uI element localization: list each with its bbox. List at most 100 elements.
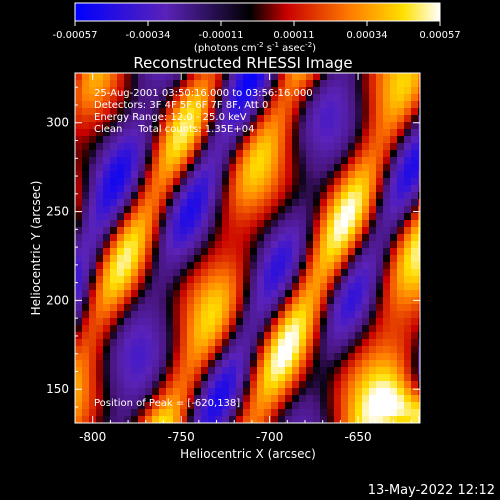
heatmap-cell bbox=[278, 94, 285, 101]
heatmap-cell bbox=[264, 388, 271, 395]
heatmap-cell bbox=[243, 346, 250, 353]
heatmap-cell bbox=[292, 381, 299, 388]
heatmap-cell bbox=[222, 234, 229, 241]
heatmap-cell bbox=[397, 381, 404, 388]
heatmap-cell bbox=[222, 381, 229, 388]
heatmap-cell bbox=[250, 297, 257, 304]
heatmap-cell bbox=[390, 94, 397, 101]
heatmap-cell bbox=[180, 346, 187, 353]
heatmap-cell bbox=[264, 367, 271, 374]
heatmap-cell bbox=[222, 171, 229, 178]
heatmap-cell bbox=[159, 346, 166, 353]
heatmap-cell bbox=[411, 213, 418, 220]
heatmap-cell bbox=[341, 402, 348, 409]
heatmap-cell bbox=[264, 269, 271, 276]
heatmap-cell bbox=[257, 395, 264, 402]
heatmap-cell bbox=[117, 108, 124, 115]
heatmap-cell bbox=[250, 346, 257, 353]
heatmap-cell bbox=[341, 283, 348, 290]
heatmap-cell bbox=[355, 129, 362, 136]
heatmap-cell bbox=[313, 269, 320, 276]
heatmap-cell bbox=[348, 87, 355, 94]
heatmap-cell bbox=[243, 171, 250, 178]
heatmap-cell bbox=[215, 409, 222, 416]
heatmap-cell bbox=[166, 108, 173, 115]
x-tick-label: -750 bbox=[168, 430, 195, 444]
heatmap-cell bbox=[152, 269, 159, 276]
heatmap-cell bbox=[152, 73, 159, 80]
heatmap-cell bbox=[390, 318, 397, 325]
heatmap-cell bbox=[173, 164, 180, 171]
heatmap-cell bbox=[152, 143, 159, 150]
heatmap-cell bbox=[131, 157, 138, 164]
heatmap-cell bbox=[334, 402, 341, 409]
heatmap-cell bbox=[159, 234, 166, 241]
heatmap-cell bbox=[341, 80, 348, 87]
heatmap-cell bbox=[187, 283, 194, 290]
heatmap-cell bbox=[383, 94, 390, 101]
heatmap-cell bbox=[341, 87, 348, 94]
heatmap-cell bbox=[187, 346, 194, 353]
heatmap-cell bbox=[194, 80, 201, 87]
heatmap-cell bbox=[250, 248, 257, 255]
heatmap-cell bbox=[208, 248, 215, 255]
heatmap-cell bbox=[201, 192, 208, 199]
heatmap-cell bbox=[194, 192, 201, 199]
heatmap-cell bbox=[320, 276, 327, 283]
heatmap-cell bbox=[236, 150, 243, 157]
heatmap-cell bbox=[187, 164, 194, 171]
heatmap-cell bbox=[96, 304, 103, 311]
heatmap-cell bbox=[194, 304, 201, 311]
heatmap-cell bbox=[411, 395, 418, 402]
heatmap-cell bbox=[369, 332, 376, 339]
heatmap-cell bbox=[327, 276, 334, 283]
heatmap-cell bbox=[222, 255, 229, 262]
heatmap-cell bbox=[103, 360, 110, 367]
heatmap-cell bbox=[103, 234, 110, 241]
heatmap-cell bbox=[138, 94, 145, 101]
heatmap-cell bbox=[152, 150, 159, 157]
heatmap-cell bbox=[159, 220, 166, 227]
heatmap-cell bbox=[362, 297, 369, 304]
heatmap-cell bbox=[180, 213, 187, 220]
heatmap-cell bbox=[264, 241, 271, 248]
heatmap-cell bbox=[215, 241, 222, 248]
heatmap-cell bbox=[222, 143, 229, 150]
heatmap-cell bbox=[278, 262, 285, 269]
heatmap-cell bbox=[236, 192, 243, 199]
heatmap-cell bbox=[306, 136, 313, 143]
heatmap-cell bbox=[145, 395, 152, 402]
heatmap-cell bbox=[124, 339, 131, 346]
heatmap-cell bbox=[362, 311, 369, 318]
heatmap-cell bbox=[187, 388, 194, 395]
heatmap-cell bbox=[397, 374, 404, 381]
heatmap-cell bbox=[334, 234, 341, 241]
heatmap-cell bbox=[306, 213, 313, 220]
heatmap-cell bbox=[215, 192, 222, 199]
heatmap-cell bbox=[215, 220, 222, 227]
heatmap-cell bbox=[383, 402, 390, 409]
heatmap-cell bbox=[117, 122, 124, 129]
heatmap-cell bbox=[152, 311, 159, 318]
heatmap-cell bbox=[117, 360, 124, 367]
heatmap-cell bbox=[110, 101, 117, 108]
heatmap-cell bbox=[362, 276, 369, 283]
heatmap-cell bbox=[404, 241, 411, 248]
heatmap-cell bbox=[103, 339, 110, 346]
heatmap-cell bbox=[306, 255, 313, 262]
heatmap-cell bbox=[313, 332, 320, 339]
heatmap-cell bbox=[299, 129, 306, 136]
heatmap-cell bbox=[243, 234, 250, 241]
heatmap-cell bbox=[173, 150, 180, 157]
heatmap-cell bbox=[201, 157, 208, 164]
heatmap-cell bbox=[208, 255, 215, 262]
heatmap-cell bbox=[411, 157, 418, 164]
heatmap-cell bbox=[201, 206, 208, 213]
heatmap-cell bbox=[215, 199, 222, 206]
heatmap-cell bbox=[306, 360, 313, 367]
heatmap-cell bbox=[299, 283, 306, 290]
heatmap-cell bbox=[180, 276, 187, 283]
heatmap-cell bbox=[404, 234, 411, 241]
heatmap-cell bbox=[390, 80, 397, 87]
heatmap-cell bbox=[145, 325, 152, 332]
